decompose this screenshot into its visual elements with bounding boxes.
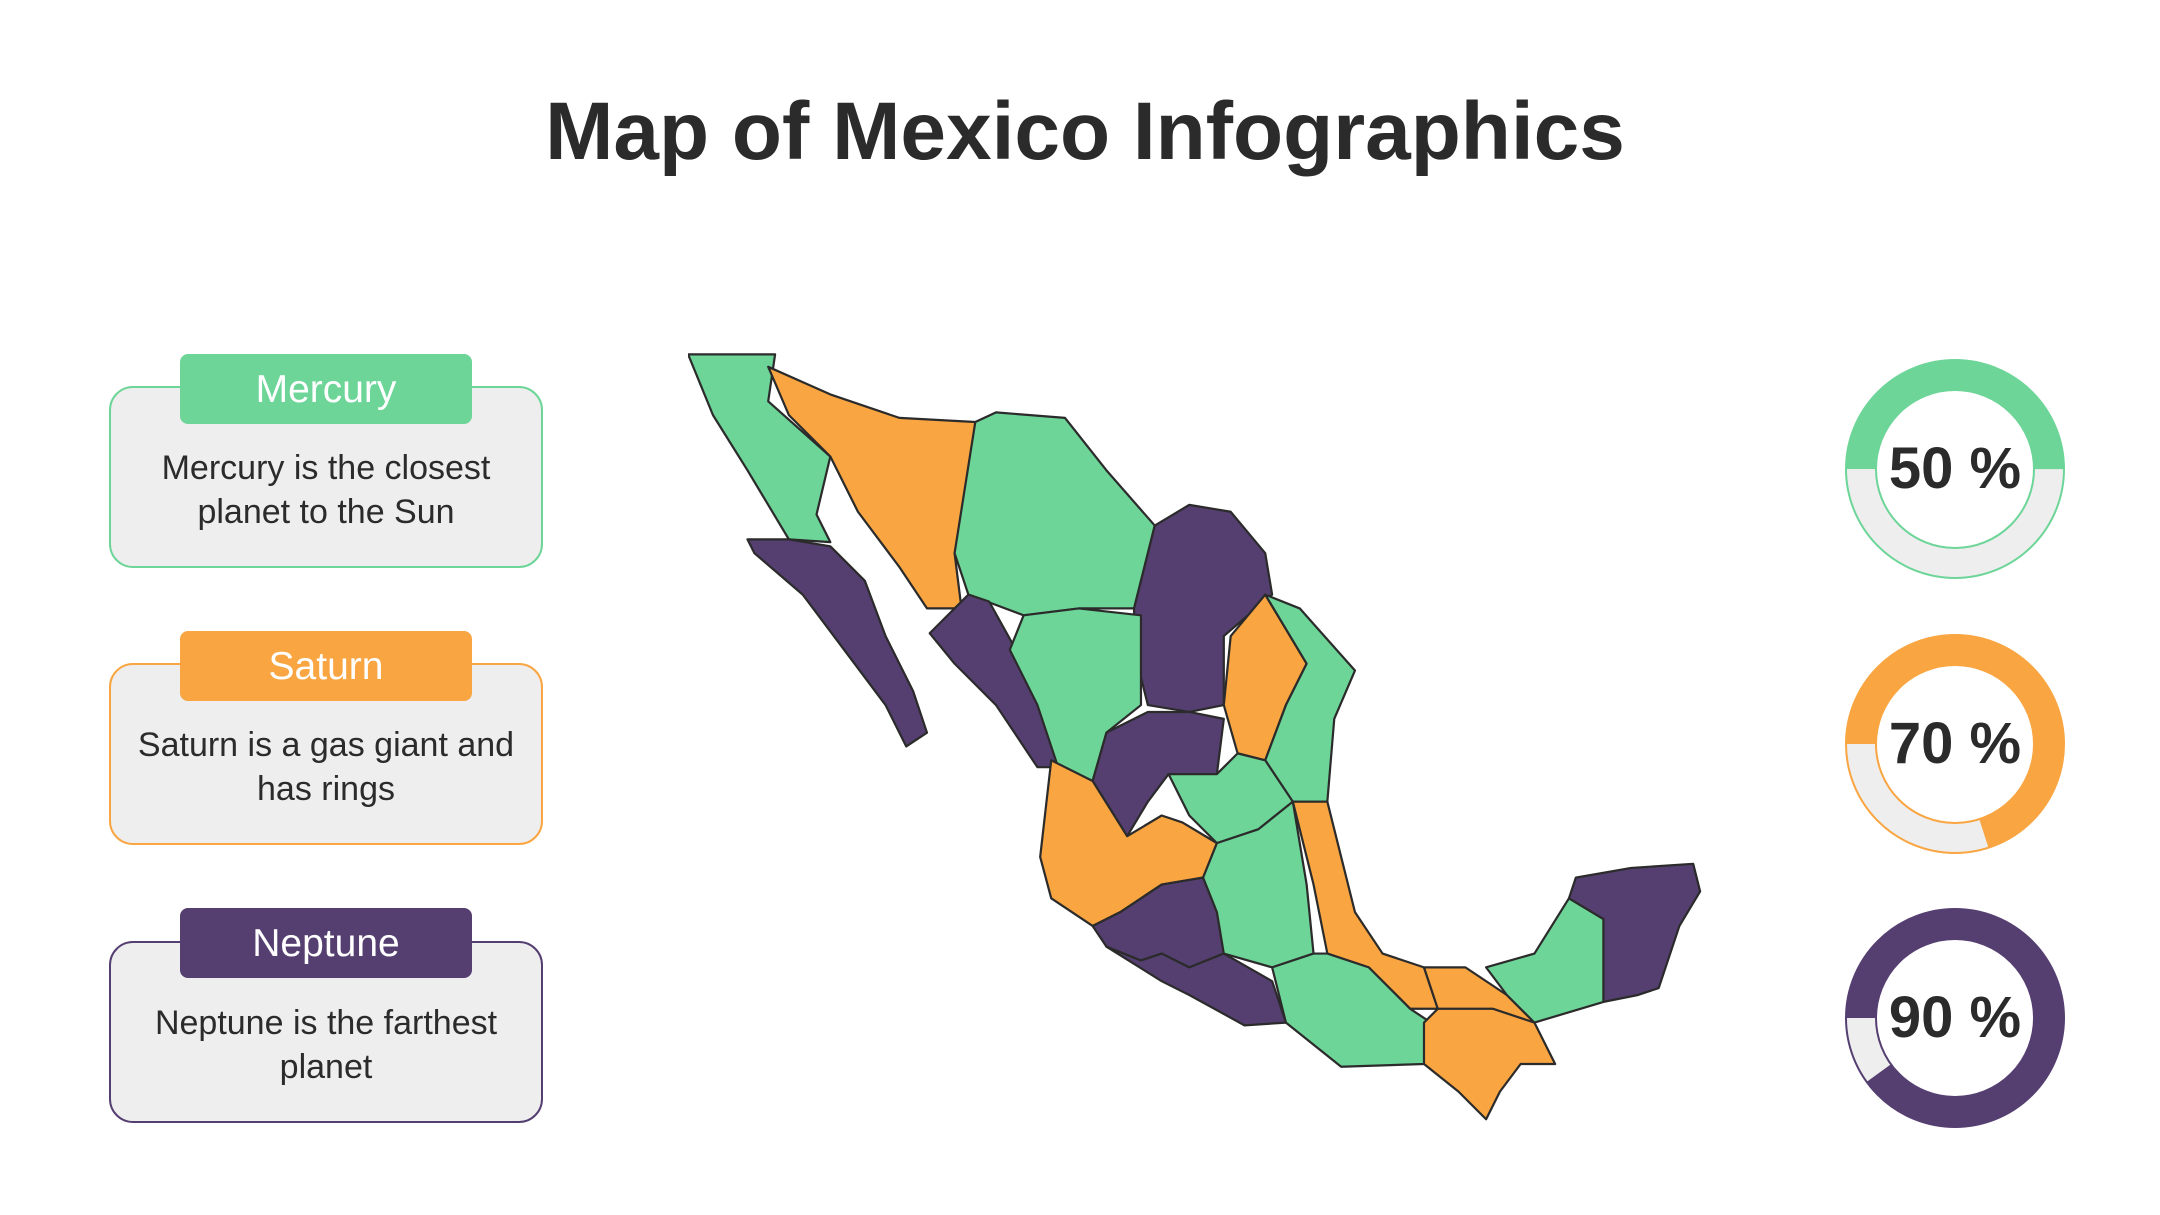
gauge-value: 70 % (1888, 711, 2022, 776)
page-title: Map of Mexico Infographics (545, 86, 1625, 177)
state-region (953, 411, 1156, 617)
gauge-fill (1846, 909, 2064, 1127)
card-text: Neptune is the farthest planet (154, 1004, 498, 1086)
gauge-ring (1845, 634, 2065, 854)
state-region (1567, 862, 1702, 1003)
gauge-outline (1845, 908, 2065, 1128)
state-region (1201, 800, 1315, 969)
state-region (688, 353, 832, 544)
gauge-fill (1846, 360, 2064, 578)
card-text: Mercury is the closest planet to the Sun (161, 449, 491, 531)
gauge-ring (1845, 359, 2065, 579)
gauge-outline (1875, 938, 2035, 1098)
mercury-label: Mercury (180, 354, 472, 424)
gauge-70: 70 % (1845, 634, 2065, 854)
gauge-50: 50 % (1845, 359, 2065, 579)
saturn-label: Saturn (180, 631, 472, 701)
neptune-label: Neptune (180, 908, 472, 978)
state-region (1271, 952, 1432, 1068)
gauge-value: 50 % (1888, 436, 2022, 501)
gauge-ring (1845, 908, 2065, 1128)
gauge-outline (1845, 634, 2065, 854)
gauge-outline (1875, 389, 2035, 549)
gauge-outline (1875, 664, 2035, 824)
mexico-map (688, 353, 1702, 1121)
gauge-value: 90 % (1888, 985, 2022, 1050)
gauge-90: 90 % (1845, 908, 2065, 1128)
state-region (746, 538, 929, 748)
gauge-outline (1845, 359, 2065, 579)
state-region (1105, 945, 1288, 1027)
card-text: Saturn is a gas giant and has rings (137, 726, 515, 808)
gauge-fill (1846, 635, 2064, 853)
